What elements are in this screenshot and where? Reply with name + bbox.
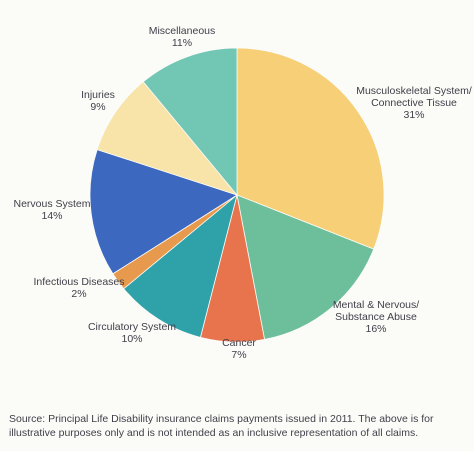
slice-percent: 10% xyxy=(121,333,142,345)
slice-label-2: Mental & Nervous/Substance Abuse 16% xyxy=(333,299,419,335)
slice-label-3: Cancer 7% xyxy=(222,337,256,361)
slice-percent: 16% xyxy=(365,323,386,335)
slice-label-6: Nervous System 14% xyxy=(13,198,90,222)
slice-name-line: Cancer xyxy=(222,337,256,349)
source-note: Source: Principal Life Disability insura… xyxy=(9,413,434,439)
slice-label-5: Infectious Diseases 2% xyxy=(33,276,124,300)
slice-percent: 11% xyxy=(172,37,192,49)
slice-percent: 7% xyxy=(231,349,246,361)
slice-name-line: Circulatory System xyxy=(88,321,176,333)
slice-name-line: Injuries xyxy=(81,89,115,101)
slice-label-1: Musculoskeletal System/Connective Tissue… xyxy=(356,85,472,121)
pie-slice-2 xyxy=(236,194,375,340)
slice-name-line: Substance Abuse xyxy=(335,311,417,323)
pie-slice-8 xyxy=(142,47,238,197)
pie-slice-6 xyxy=(89,149,238,275)
slice-percent: 9% xyxy=(90,101,105,113)
pie-slices xyxy=(89,47,385,343)
slice-label-7: Injuries 9% xyxy=(81,89,115,113)
pie-labels: Musculoskeletal System/Connective Tissue… xyxy=(13,25,471,361)
slice-label-4: Circulatory System 10% xyxy=(88,321,176,345)
pie-slice-4 xyxy=(123,193,238,338)
slice-percent: 2% xyxy=(71,288,86,300)
slice-name-line: Musculoskeletal System/ xyxy=(356,85,472,97)
slice-name-line: Mental & Nervous/ xyxy=(333,299,419,311)
pie-slice-7 xyxy=(96,81,239,196)
slice-label-8: Miscellaneous 11% xyxy=(149,25,216,49)
slice-name-line: Connective Tissue xyxy=(371,97,457,109)
slice-percent: 14% xyxy=(41,210,62,222)
slice-percent: 31% xyxy=(403,109,424,121)
slice-name-line: Infectious Diseases xyxy=(33,276,124,288)
slice-name-line: Miscellaneous xyxy=(149,25,216,37)
pie-slice-1 xyxy=(236,47,385,250)
slice-name-line: Nervous System xyxy=(13,198,90,210)
